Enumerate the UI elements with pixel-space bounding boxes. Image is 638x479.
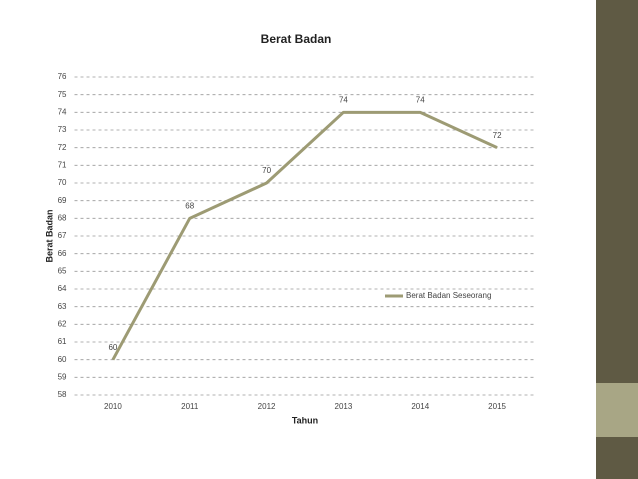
x-tick-label: 2013 <box>335 402 353 411</box>
y-tick-label: 68 <box>58 213 67 222</box>
y-tick-label: 62 <box>58 319 67 328</box>
y-tick-label: 65 <box>58 266 67 275</box>
series-line <box>111 110 498 361</box>
y-tick-label: 73 <box>58 125 67 134</box>
data-label: 60 <box>108 343 117 352</box>
y-tick-label: 63 <box>58 302 67 311</box>
data-label: 72 <box>493 131 502 140</box>
data-label: 68 <box>185 201 194 210</box>
data-label: 74 <box>416 95 425 104</box>
y-axis-title: Berat Badan <box>44 209 54 262</box>
y-tick-label: 76 <box>58 72 67 81</box>
y-tick-label: 67 <box>58 231 67 240</box>
sidebar-accent <box>596 383 638 437</box>
y-tick-label: 64 <box>58 284 67 293</box>
x-tick-label: 2010 <box>104 402 122 411</box>
y-tick-label: 58 <box>58 390 67 399</box>
y-tick-label: 74 <box>58 107 67 116</box>
y-tick-label: 71 <box>58 160 67 169</box>
data-label: 70 <box>262 166 271 175</box>
legend-label: Berat Badan Seseorang <box>406 291 491 300</box>
y-tick-label: 60 <box>58 355 67 364</box>
y-tick-label: 66 <box>58 249 67 258</box>
y-tick-label: 59 <box>58 372 67 381</box>
y-tick-label: 61 <box>58 337 67 346</box>
x-axis-title: Tahun <box>292 415 318 425</box>
y-tick-label: 75 <box>58 90 67 99</box>
data-label: 74 <box>339 95 348 104</box>
x-tick-label: 2011 <box>181 402 199 411</box>
y-tick-label: 69 <box>58 196 67 205</box>
y-tick-label: 72 <box>58 143 67 152</box>
chart-title: Berat Badan <box>261 32 332 46</box>
y-tick-label: 70 <box>58 178 67 187</box>
x-tick-label: 2012 <box>258 402 276 411</box>
x-tick-label: 2015 <box>488 402 506 411</box>
chart: Berat Badan Tahun Berat Badan 58 59 60 61 62… <box>44 32 536 425</box>
x-tick-label: 2014 <box>411 402 429 411</box>
